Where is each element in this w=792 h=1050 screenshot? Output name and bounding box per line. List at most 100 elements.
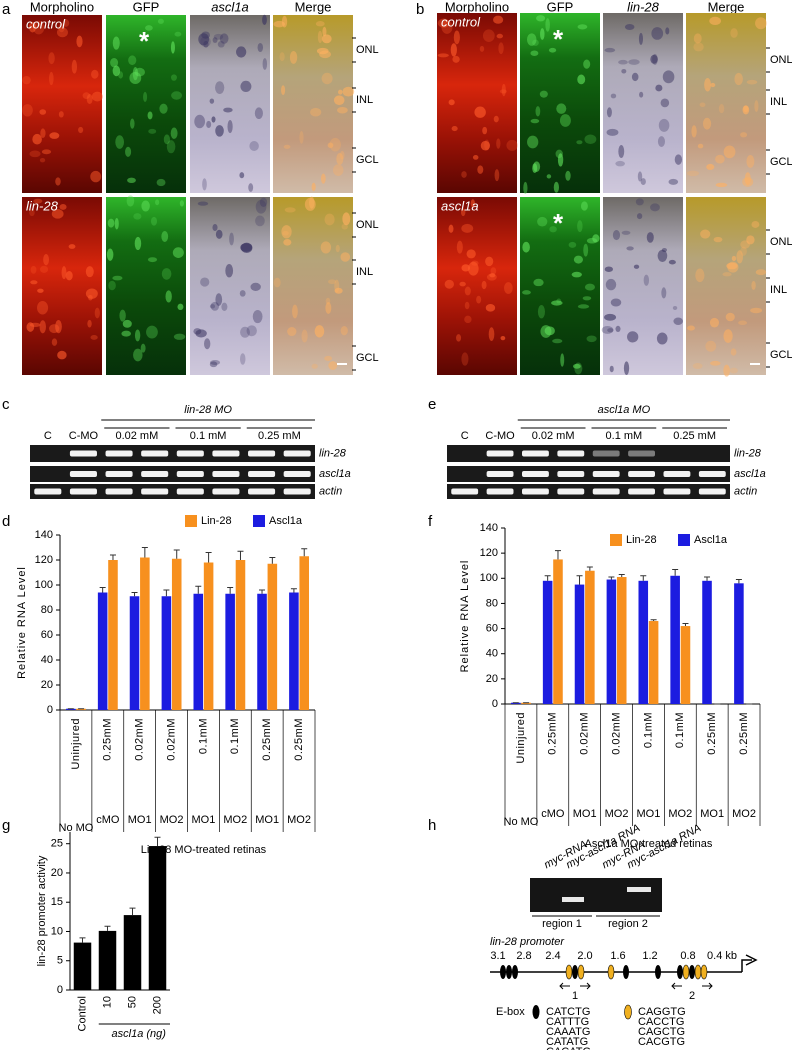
cell	[633, 264, 640, 269]
cell	[121, 330, 131, 337]
cell	[482, 29, 495, 42]
bar	[73, 942, 92, 990]
cell	[522, 241, 530, 253]
cell	[618, 59, 628, 65]
gel-band	[69, 471, 97, 477]
cell	[618, 145, 625, 159]
cell	[479, 45, 485, 52]
cell	[709, 317, 719, 328]
cell	[605, 278, 617, 291]
gel-band	[212, 471, 240, 477]
treatment-label: MO2	[223, 814, 247, 826]
error-bar	[129, 907, 136, 916]
cell	[545, 18, 550, 32]
gel-band	[521, 488, 549, 495]
legend-label: Lin-28	[201, 515, 232, 527]
x-tick-label: 0.1mM	[642, 712, 654, 748]
cell	[156, 178, 166, 187]
cell	[170, 74, 177, 81]
cell	[607, 328, 614, 333]
error-bar	[682, 623, 689, 627]
layer-label: INL	[770, 284, 787, 296]
cell	[437, 53, 449, 58]
cell	[212, 224, 218, 232]
bar	[76, 708, 86, 710]
cell	[573, 363, 581, 369]
treatment-label: MO1	[637, 808, 661, 820]
cell	[496, 138, 501, 149]
cell	[736, 250, 743, 264]
gel-band	[557, 471, 585, 477]
treatment-label: cMO	[541, 808, 565, 820]
cell	[755, 269, 767, 276]
bar	[129, 596, 140, 710]
cell	[699, 102, 706, 108]
cell	[29, 322, 41, 327]
cell	[122, 319, 132, 328]
cell	[655, 84, 663, 92]
gel-band	[627, 887, 651, 892]
gel-band	[521, 471, 549, 477]
gel-band	[176, 488, 204, 495]
cell	[130, 118, 135, 129]
concentration-label: 0.1 mM	[606, 430, 643, 442]
cell	[584, 134, 597, 144]
cell	[621, 68, 627, 74]
gel-band	[248, 471, 276, 477]
x-tick-label: 0.02mM	[134, 718, 146, 761]
lane-label: C	[44, 430, 52, 442]
cell	[638, 32, 644, 45]
cell	[568, 241, 577, 248]
cell	[49, 132, 60, 139]
cell	[41, 149, 52, 155]
error-bar	[109, 554, 116, 560]
gel-band	[663, 471, 691, 477]
cell	[166, 140, 176, 154]
cell	[652, 53, 658, 65]
y-tick-label: 140	[35, 529, 53, 541]
cell	[537, 305, 545, 319]
panel-h: h myc-RNA myc-ascl1a RNA myc-RNA myc-asc…	[428, 817, 758, 1050]
cell	[729, 367, 738, 374]
cell	[456, 334, 462, 342]
asterisk: *	[553, 24, 564, 54]
position-label: 0.4 kb	[707, 950, 737, 962]
cell	[552, 338, 563, 344]
gel-band	[521, 450, 549, 457]
cell	[577, 24, 588, 30]
gel-band	[248, 450, 276, 457]
cell	[91, 91, 103, 102]
treatment-label: cMO	[96, 814, 120, 826]
cell	[577, 74, 586, 85]
x-tick-label: 200	[151, 996, 163, 1014]
gel-band	[698, 488, 726, 495]
cell	[549, 226, 557, 233]
cell	[577, 304, 590, 309]
cell	[456, 240, 463, 254]
bar	[510, 702, 521, 704]
cell	[730, 28, 738, 38]
layer-label: GCL	[770, 156, 792, 168]
panel-letter: f	[428, 513, 433, 530]
cell	[504, 282, 513, 294]
cell	[215, 229, 223, 239]
motif: CATCTG	[546, 1006, 590, 1018]
gel-band	[486, 450, 514, 457]
cell	[342, 212, 351, 226]
cell	[248, 183, 254, 192]
bar	[521, 702, 531, 704]
cell	[221, 302, 228, 312]
cell	[472, 155, 479, 160]
cell	[255, 199, 267, 214]
concentration-label: 0.1 mM	[190, 430, 227, 442]
position-label: 1.6	[610, 950, 625, 962]
cell	[536, 15, 546, 22]
bar	[140, 557, 150, 710]
cell	[249, 141, 259, 151]
cell	[548, 47, 557, 53]
error-bar	[141, 547, 148, 558]
ebox-label: E-box	[496, 1006, 525, 1018]
cell	[254, 107, 263, 120]
position-label: 0.8	[680, 950, 695, 962]
